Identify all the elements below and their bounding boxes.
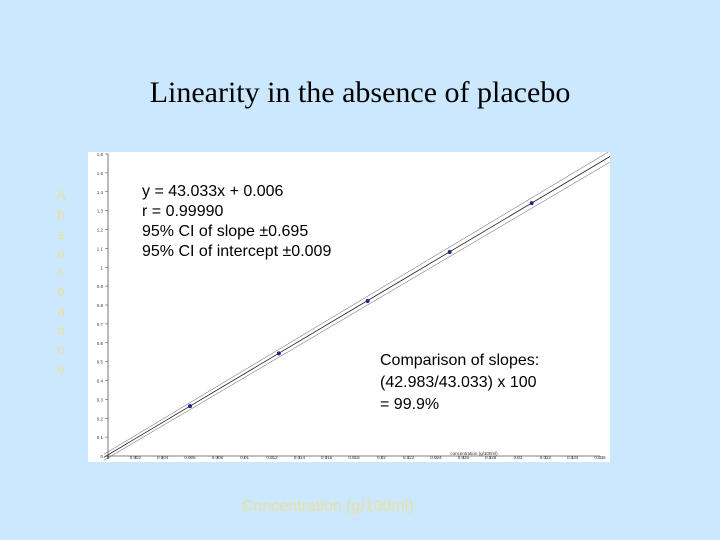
y-tick-label: 1.3 [97,209,104,214]
y-axis-title-letter: b [57,283,65,300]
x-tick-label: 0.004 [157,455,169,460]
y-axis-title-letter: c [57,341,65,358]
x-tick-label: 0.022 [403,455,415,460]
x-tick-label: 0.028 [485,455,497,460]
x-tick-label: 0.002 [130,455,142,460]
y-tick-label: 0 [100,454,103,459]
y-tick-label: 0.7 [97,322,104,327]
regression-equation: y = 43.033x + 0.006 [142,183,284,200]
x-axis-inner-caption: concentration (g/100ml) [450,451,498,456]
intercept-confidence-interval: 95% CI of intercept ±0.009 [142,243,332,260]
y-axis-title-letter: r [58,264,64,281]
y-tick-label: 1.4 [97,190,104,195]
confidence-band-upper [103,138,631,455]
y-tick-label: 0.9 [97,284,104,289]
data-point [276,351,281,356]
data-point [447,249,452,254]
x-tick-label: 0.034 [567,455,579,460]
data-point [365,299,370,304]
y-tick-label: 0.8 [97,303,104,308]
regression-stats: y = 43.033x + 0.006 r = 0.99990 95% CI o… [142,182,331,262]
y-axis-title-letter: e [57,360,65,377]
y-tick-label: 1.1 [97,246,104,251]
x-tick-label: 0.032 [540,455,552,460]
y-axis-title-letter: b [57,206,65,223]
y-tick-label: 1.5 [97,171,104,176]
correlation-coefficient: r = 0.99990 [142,203,224,220]
x-tick-label: 0.02 [377,455,386,460]
y-axis-title-letter: n [57,322,65,339]
y-tick-label: 0.3 [97,397,104,402]
comparison-result: = 99.9% [380,396,440,413]
x-tick-label: 0.03 [514,455,523,460]
x-tick-label: 0.036 [594,455,606,460]
x-tick-label: 0.006 [184,455,196,460]
comparison-title: Comparison of slopes: [380,352,540,369]
y-tick-label: 0.5 [97,360,104,365]
data-point [529,201,534,206]
x-tick-label: 0.018 [348,455,360,460]
y-tick-label: 0.4 [97,379,104,384]
y-tick-label: 1.6 [97,152,104,157]
x-tick-label: 0.024 [430,455,442,460]
y-axis-title-letter: s [57,225,65,242]
confidence-band-lower [103,150,631,461]
x-tick-label: 0.012 [266,455,278,460]
data-point [188,404,192,409]
x-tick-label: 0.014 [294,455,306,460]
slide-title: Linearity in the absence of placebo [149,76,571,109]
comparison-formula: (42.983/43.033) x 100 [380,374,537,391]
y-axis-title-letter: A [56,187,66,203]
y-tick-label: 0.6 [97,341,104,346]
y-tick-label: 0.2 [97,416,104,421]
y-tick-label: 1.2 [97,228,104,233]
x-tick-label: 0.026 [458,455,470,460]
y-axis-title-letter: a [57,302,65,319]
slope-confidence-interval: 95% CI of slope ±0.695 [142,223,309,240]
y-tick-label: 1 [100,265,103,270]
y-axis-title-letter: o [57,244,65,261]
x-axis-title: Concentration (g/100ml) [242,498,414,515]
slope-comparison: Comparison of slopes: (42.983/43.033) x … [380,350,539,416]
y-tick-label: 0.1 [97,435,104,440]
x-tick-label: 0.008 [212,455,224,460]
chart: 0 0.1 0.2 0.3 0.4 0.5 0.6 0.7 0.8 0.9 1 1.1 1.2 1.3 1.… [97,138,631,461]
plot-area: 0 0.1 0.2 0.3 0.4 0.5 0.6 0.7 0.8 0.9 1 1.1 1.2 1.3 1.… [88,138,631,462]
x-tick-label: 0.01 [240,455,249,460]
x-tick-label: 0.016 [321,455,333,460]
